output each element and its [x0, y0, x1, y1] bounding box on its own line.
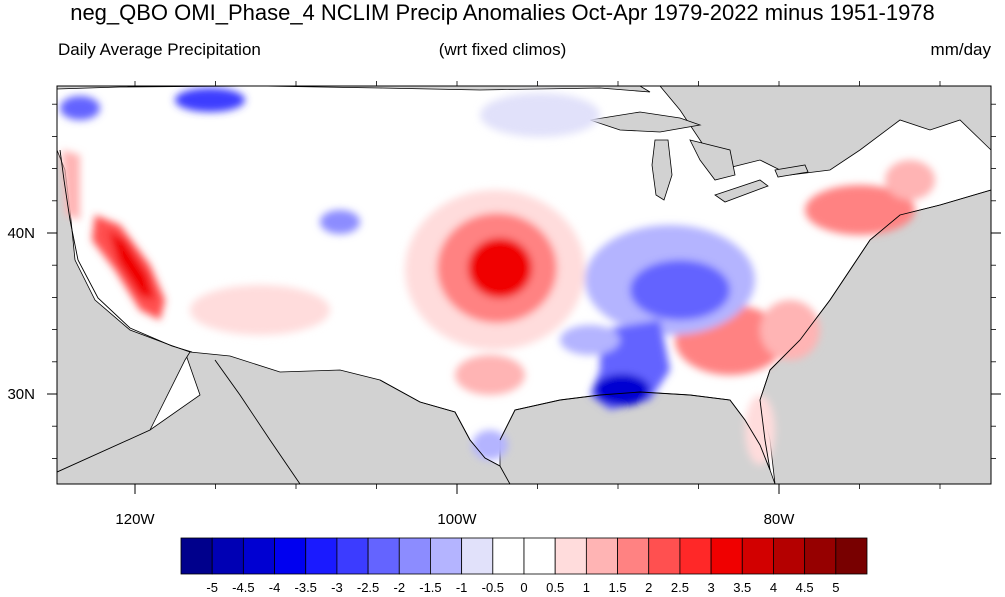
anomaly-southwest [190, 285, 330, 335]
colorbar-label: -5 [206, 580, 218, 595]
anomaly-plains-core [468, 238, 532, 298]
colorbar-label: 2.5 [671, 580, 689, 595]
colorbar-swatch [398, 537, 431, 575]
gulf-water [499, 391, 776, 484]
lat-tick-label-0: 40N [7, 225, 35, 242]
colorbar-label: 4 [770, 580, 777, 595]
colorbar-swatch [835, 537, 868, 575]
anomaly-arkansas [560, 325, 620, 355]
colorbar-swatch [648, 537, 681, 575]
colorbar-label: 3 [707, 580, 714, 595]
anomaly-ca-coast [62, 150, 80, 220]
colorbar-swatch [710, 537, 743, 575]
lat-tick-label-1: 30N [7, 386, 35, 403]
colorbar-swatch [554, 537, 587, 575]
colorbar-swatch [679, 537, 712, 575]
colorbar-label: -1.5 [419, 580, 441, 595]
anomaly-new-england [885, 160, 935, 200]
anomaly-ohio-valley-core [630, 260, 730, 320]
colorbar-swatch [336, 537, 369, 575]
colorbar-label: 0.5 [546, 580, 564, 595]
colorbar-label: 1.5 [609, 580, 627, 595]
anomaly-florida [745, 395, 775, 465]
latitude-axis: 40N 30N [7, 225, 1001, 403]
colorbar-swatch [274, 537, 307, 575]
map-title: neg_QBO OMI_Phase_4 NCLIM Precip Anomali… [70, 0, 935, 25]
colorbar-label: -3.5 [295, 580, 317, 595]
anomaly-carolinas [760, 300, 820, 360]
left-subtitle: Daily Average Precipitation [58, 40, 261, 59]
colorbar-swatch [242, 537, 275, 575]
colorbar-swatch [773, 537, 806, 575]
colorbar-swatch [523, 537, 556, 575]
baja-outline [214, 359, 301, 484]
anomaly-northern-rockies [175, 88, 245, 112]
atlantic-coastline [759, 189, 991, 471]
lake-michigan [651, 139, 673, 201]
anomaly-colorado [320, 210, 360, 234]
colorbar-label: 5 [832, 580, 839, 595]
lake-ontario [774, 164, 809, 178]
units-label: mm/day [930, 40, 991, 59]
colorbar-label: -2 [393, 580, 405, 595]
lon-tick-label-1: 100W [437, 511, 477, 528]
lon-tick-label-0: 120W [115, 511, 155, 528]
map-frame [56, 85, 992, 485]
coastlines [59, 149, 991, 484]
anomaly-northeast [805, 185, 915, 235]
colorbar-swatch [492, 537, 525, 575]
anomaly-field [60, 88, 935, 465]
colorbar-swatch [585, 537, 618, 575]
colorbar-label: -3 [331, 580, 343, 595]
colorbar-swatch [367, 537, 400, 575]
colorbar-label: 0 [520, 580, 527, 595]
colorbar-label: -4 [269, 580, 281, 595]
colorbar-label: -0.5 [482, 580, 504, 595]
colorbar-swatch [804, 537, 837, 575]
colorbar-swatch [305, 537, 338, 575]
center-subtitle: (wrt fixed climos) [438, 40, 567, 59]
gulf-coastline [379, 379, 771, 471]
great-lakes [589, 111, 809, 203]
colorbar-swatch [430, 537, 463, 575]
colorbar-swatch [211, 537, 244, 575]
colorbar-label: -4.5 [232, 580, 254, 595]
colorbar-swatch [741, 537, 774, 575]
anomaly-washington [60, 96, 100, 120]
anomaly-upper-midwest [480, 93, 600, 137]
colorbar-swatch [180, 537, 213, 575]
colorbar-swatch [617, 537, 650, 575]
pacific-coastline [59, 149, 193, 353]
colorbar-label: 4.5 [796, 580, 814, 595]
map-plot-area [57, 86, 991, 484]
lake-superior [589, 111, 702, 133]
canada-strip [57, 86, 651, 93]
colorbar-label: 2 [645, 580, 652, 595]
lake-huron [689, 139, 736, 181]
colorbar-label: -2.5 [357, 580, 379, 595]
anomaly-louisiana-core [594, 374, 650, 406]
lake-erie [714, 179, 769, 203]
lon-tick-label-2: 80W [764, 511, 796, 528]
anomaly-california-core [108, 230, 155, 300]
colorbar: -5 -4.5 -4 -3.5 -3 -2.5 -2 -1.5 -1 -0.5 0 0.5 1 1.5 2 2… [180, 537, 868, 595]
ocean-layer [57, 86, 991, 484]
minor-ticks [52, 81, 996, 489]
anomaly-east-texas [455, 355, 525, 395]
colorbar-swatch [461, 537, 494, 575]
colorbar-label: 3.5 [733, 580, 751, 595]
colorbar-label: -1 [456, 580, 468, 595]
colorbar-label: 1 [583, 580, 590, 595]
